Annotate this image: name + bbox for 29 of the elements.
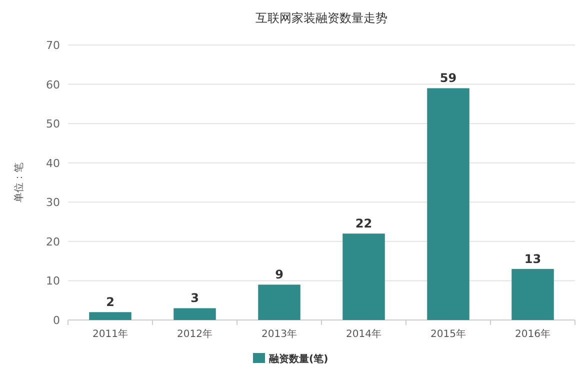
data-label: 3 [190,291,199,306]
bar [89,312,132,320]
y-tick-label: 0 [53,314,60,327]
legend-label: 融资数量(笔) [269,353,328,365]
chart-title: 互联网家装融资数量走势 [256,11,388,25]
data-label: 9 [275,268,284,282]
x-tick-label: 2014年 [346,328,382,340]
x-tick-label: 2011年 [92,328,128,340]
y-tick-label: 70 [46,39,60,52]
y-tick-label: 60 [46,78,60,92]
bar [512,268,554,320]
bar [174,308,216,320]
data-label: 59 [440,71,457,86]
bar [342,234,385,320]
x-tick-label: 2015年 [430,328,466,340]
y-tick-label: 20 [46,235,60,248]
data-label: 2 [106,295,114,310]
y-tick-label: 50 [46,118,60,131]
x-tick-label: 2013年 [262,328,297,340]
x-tick-label: 2016年 [515,328,550,340]
data-label: 13 [524,252,542,266]
y-tick-label: 10 [46,274,60,288]
bar [427,88,470,320]
y-axis-title: 单位：笔 [13,162,25,202]
x-tick-label: 2012年 [177,328,212,340]
y-tick-label: 40 [46,156,60,170]
bar [258,284,300,320]
data-label: 22 [355,216,372,231]
y-tick-label: 30 [46,196,60,210]
